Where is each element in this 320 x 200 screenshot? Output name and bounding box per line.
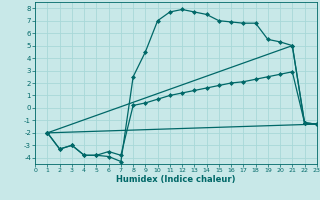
X-axis label: Humidex (Indice chaleur): Humidex (Indice chaleur) <box>116 175 236 184</box>
